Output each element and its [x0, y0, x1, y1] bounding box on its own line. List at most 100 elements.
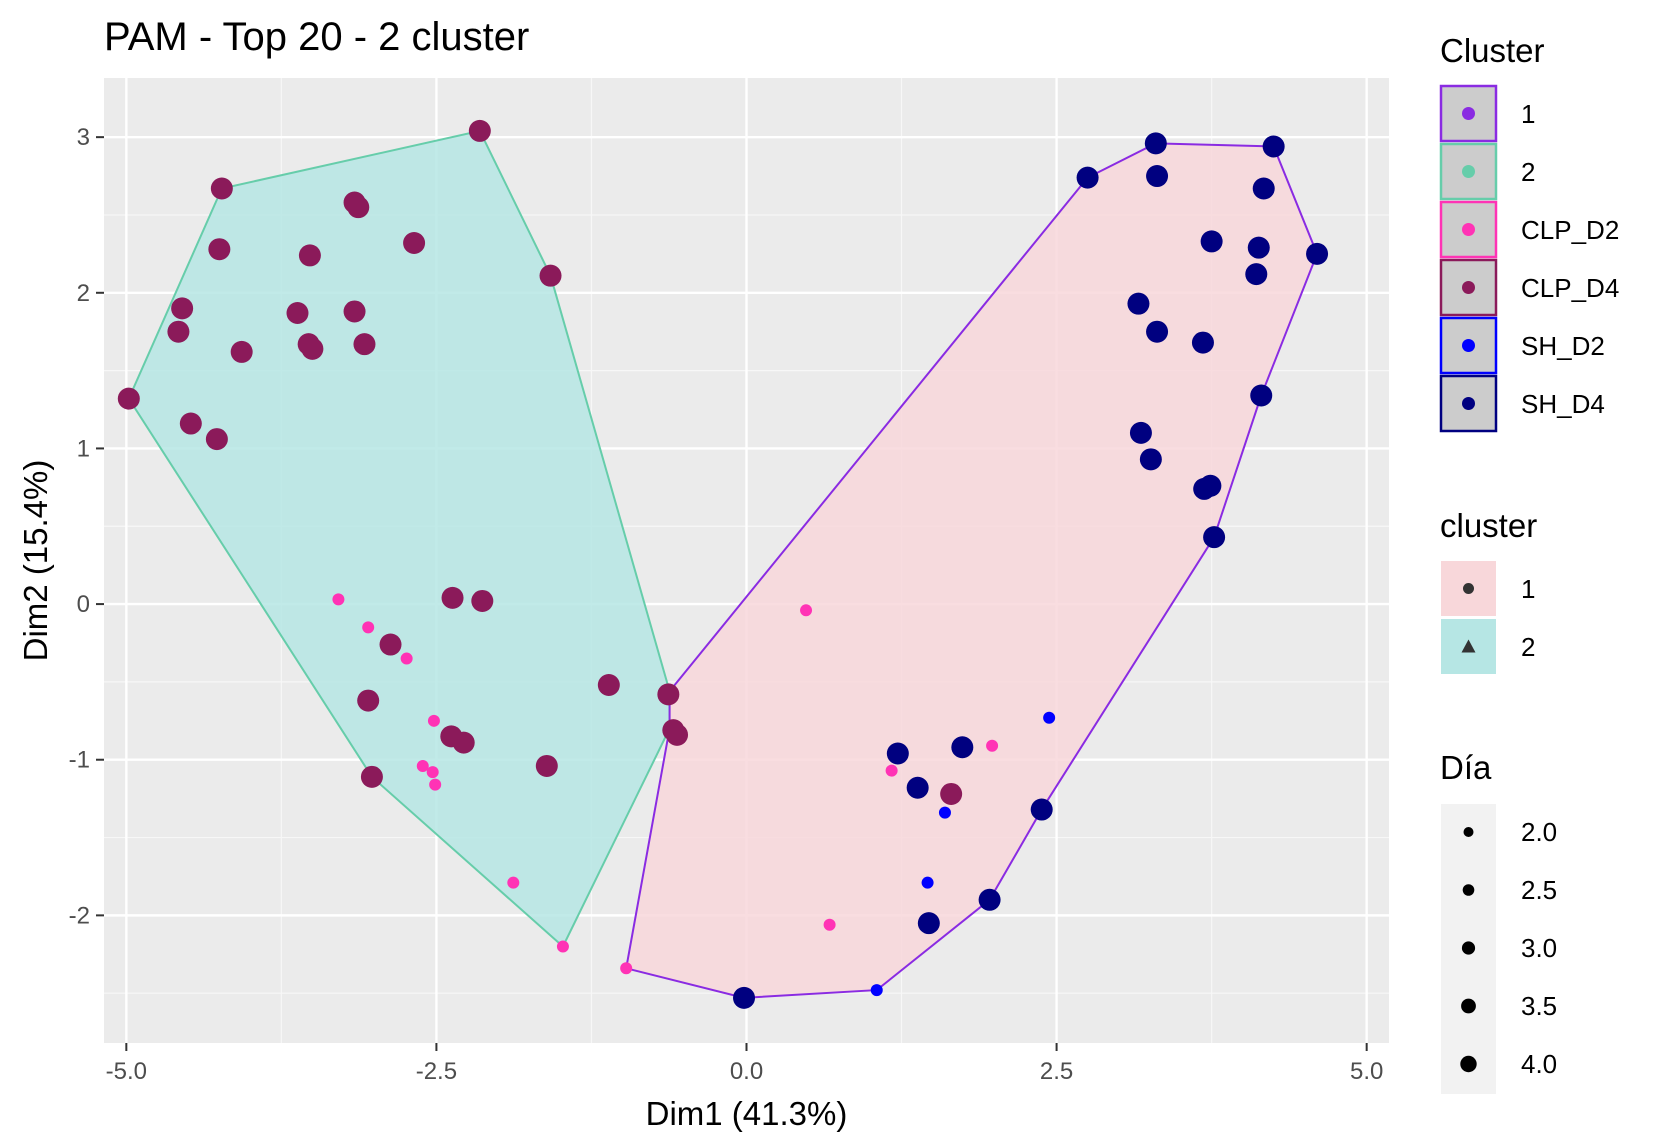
point-clp-d2	[885, 764, 898, 777]
point-clp-d2	[800, 604, 813, 617]
point-sh-d2	[938, 806, 951, 819]
legend-cluster-label: CLP_D2	[1521, 215, 1619, 245]
legend-cluster-label: 2	[1521, 157, 1535, 187]
point-sh-d4	[1306, 242, 1329, 265]
point-clp-d4	[539, 264, 562, 287]
cluster-1-hull	[625, 142, 1319, 999]
point-clp-d4	[286, 302, 309, 325]
point-sh-d4	[1129, 421, 1152, 444]
point-clp-d4	[343, 300, 366, 323]
legend-size: Día 2.0 2.5 3.0 3.5 4.0	[1440, 749, 1557, 1094]
point-clp-d4	[357, 689, 380, 712]
legend-cluster-dot	[1462, 107, 1475, 120]
point-clp-d2	[332, 593, 345, 606]
point-sh-d4	[917, 912, 940, 935]
legend-size-dot	[1460, 1055, 1477, 1073]
legend-size-label: 3.5	[1521, 991, 1557, 1021]
point-clp-d2	[362, 621, 375, 634]
point-clp-d2	[400, 652, 413, 665]
point-clp-d2	[556, 940, 569, 953]
point-clp-d4	[535, 754, 558, 777]
point-clp-d2	[620, 962, 633, 975]
legend-cluster-label: SH_D2	[1521, 331, 1605, 361]
point-sh-d2	[870, 984, 883, 997]
data-points	[117, 119, 1329, 1009]
legend-size-label: 4.0	[1521, 1049, 1557, 1079]
point-clp-d4	[471, 589, 494, 612]
point-clp-d4	[167, 320, 190, 343]
legend-size-title: Día	[1440, 749, 1492, 786]
point-clp-d4	[379, 633, 402, 656]
point-clp-d4	[117, 387, 140, 410]
point-clp-d4	[468, 119, 491, 142]
point-clp-d4	[230, 340, 253, 363]
point-clp-d4	[208, 238, 231, 261]
point-sh-d4	[1127, 292, 1150, 315]
x-tick-label: 0.0	[730, 1058, 763, 1085]
legend-size-dot	[1462, 884, 1475, 896]
legend-cluster-dot	[1462, 165, 1475, 178]
point-clp-d4	[205, 428, 228, 451]
y-tick-label: 1	[77, 435, 90, 462]
point-sh-d4	[1245, 263, 1268, 286]
legend-size-dot	[1463, 827, 1474, 837]
point-clp-d4	[940, 782, 963, 805]
point-sh-d4	[1203, 526, 1226, 549]
point-sh-d4	[1191, 331, 1214, 354]
legend-cluster-label: 1	[1521, 99, 1535, 129]
point-clp-d2	[823, 918, 836, 931]
legend-fill-triangle	[1461, 639, 1476, 653]
point-clp-d2	[507, 876, 520, 889]
y-axis-title: Dim2 (15.4%)	[17, 460, 54, 662]
point-sh-d4	[1250, 384, 1273, 407]
point-sh-d4	[1262, 135, 1285, 158]
point-clp-d2	[427, 714, 440, 727]
legend-cluster-label: CLP_D4	[1521, 273, 1619, 303]
point-clp-d4	[298, 244, 321, 267]
point-sh-d4	[1076, 166, 1099, 189]
point-clp-d4	[179, 412, 202, 435]
legend-fill-label: 1	[1521, 574, 1535, 604]
x-tick-label: -2.5	[416, 1058, 457, 1085]
point-clp-d4	[403, 231, 426, 254]
y-axis-ticks: -2 -1 0 1 2 3	[69, 124, 104, 929]
point-sh-d4	[1144, 132, 1167, 155]
point-clp-d2	[429, 778, 442, 791]
cluster-hulls	[127, 129, 1319, 999]
legend-cluster-dot	[1462, 339, 1475, 352]
x-tick-label: 5.0	[1350, 1058, 1383, 1085]
legend-fill-circle	[1463, 583, 1474, 594]
point-clp-d4	[210, 177, 233, 200]
x-axis-title: Dim1 (41.3%)	[646, 1095, 848, 1132]
point-sh-d4	[1030, 798, 1053, 821]
point-clp-d2	[416, 759, 429, 772]
x-tick-label: 2.5	[1040, 1058, 1073, 1085]
y-tick-label: -2	[69, 902, 90, 929]
point-clp-d4	[657, 683, 680, 706]
point-sh-d4	[1146, 320, 1169, 343]
point-clp-d4	[666, 723, 689, 746]
point-clp-d4	[597, 674, 620, 697]
y-tick-label: 2	[77, 280, 90, 307]
point-clp-d4	[353, 333, 376, 356]
point-clp-d2	[426, 766, 439, 779]
legend-cluster-dot	[1462, 281, 1475, 294]
legend-fill: cluster 1 2	[1440, 507, 1537, 674]
point-clp-d4	[360, 765, 383, 788]
point-sh-d4	[951, 736, 974, 759]
point-sh-d4	[1146, 165, 1169, 188]
legend-cluster-dot	[1462, 397, 1475, 410]
x-tick-label: -5.0	[106, 1058, 147, 1085]
point-sh-d4	[1252, 177, 1275, 200]
legend-fill-title: cluster	[1440, 507, 1537, 544]
point-sh-d4	[1200, 230, 1223, 253]
y-tick-label: -1	[69, 747, 90, 774]
point-sh-d4	[978, 888, 1001, 911]
y-tick-label: 3	[77, 124, 90, 151]
legend-size-label: 2.0	[1521, 817, 1557, 847]
legend-cluster-title: Cluster	[1440, 32, 1545, 69]
legend-cluster-dot	[1462, 223, 1475, 236]
point-sh-d4	[1199, 474, 1222, 497]
point-clp-d4	[301, 337, 324, 360]
legend-size-label: 3.0	[1521, 933, 1557, 963]
